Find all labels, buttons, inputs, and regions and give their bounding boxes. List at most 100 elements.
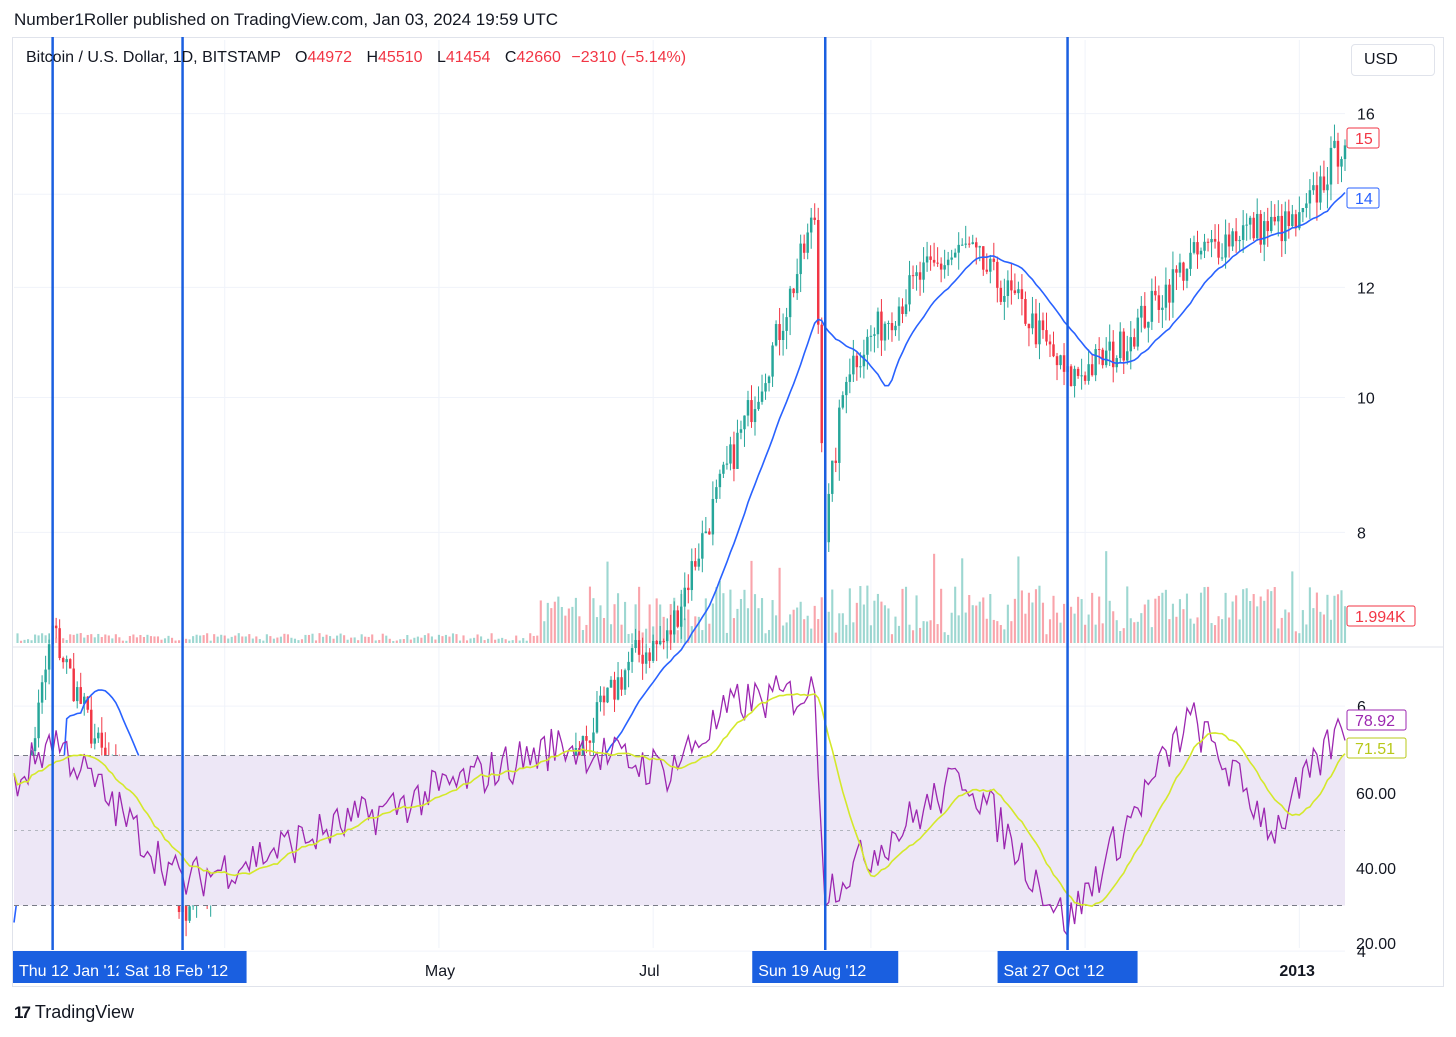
volume-bar [553, 601, 556, 643]
volume-bar [1038, 585, 1041, 643]
time-axis-tick: Jul [639, 963, 659, 980]
tradingview-logo[interactable]: 17 TradingView [14, 1002, 134, 1023]
volume-bar [578, 616, 581, 643]
volume-bar [606, 561, 609, 643]
candle-body [1087, 364, 1090, 381]
volume-bar [1217, 616, 1220, 643]
candle-body [655, 640, 658, 645]
volume-bar [1336, 594, 1340, 643]
volume-bar [469, 638, 472, 643]
candle-body [1157, 295, 1161, 310]
volume-bar [947, 634, 950, 643]
candle-body [184, 892, 188, 921]
tradingview-logo-icon: 17 [14, 1002, 31, 1022]
price-badge-close-box [1346, 127, 1380, 149]
volume-bar [1206, 586, 1210, 643]
volume-bar [83, 637, 86, 643]
volume-bar [44, 635, 47, 643]
volume-bar [1154, 598, 1157, 643]
candle-body [1291, 214, 1294, 227]
volume-bar [1298, 633, 1301, 643]
price-badge-close-text: 15 [1355, 131, 1373, 148]
candle-body [1252, 217, 1255, 239]
candle-body [1203, 241, 1206, 251]
volume-bar [989, 594, 992, 643]
candle-body [708, 531, 711, 535]
candle-body [862, 354, 866, 367]
candle-body [746, 400, 750, 416]
volume-bar [1073, 613, 1076, 643]
volume-bar [423, 635, 426, 643]
volume-bar [992, 619, 995, 643]
volume-bar [883, 605, 886, 643]
candle-body [1298, 212, 1301, 229]
candle-body [1175, 269, 1178, 273]
candle-body [1178, 262, 1182, 273]
volume-bar [652, 626, 655, 643]
volume-bar [722, 593, 725, 643]
volume-bar [624, 601, 627, 643]
candle-body [827, 493, 830, 543]
candle-body [1301, 208, 1305, 213]
volume-bar [1287, 612, 1290, 643]
volume-bar [708, 623, 711, 643]
volume-bar [1178, 599, 1181, 643]
volume-bar [799, 601, 802, 643]
publish-header: Number1Roller published on TradingView.c… [14, 10, 558, 29]
candle-body [648, 652, 651, 661]
volume-bar [897, 625, 901, 643]
volume-bar [855, 602, 858, 643]
volume-bar [149, 636, 153, 643]
rsi-line [13, 675, 1346, 938]
rsi-axis-tick: 20.00 [1356, 936, 1396, 953]
volume-bar [1143, 604, 1146, 643]
volume-badge: 1.994K [1346, 605, 1416, 627]
candle-body [1031, 313, 1034, 329]
volume-bar [490, 633, 493, 643]
candle-body [1220, 257, 1224, 259]
candle-body [1277, 215, 1280, 222]
candle-body [901, 306, 904, 315]
volume-bar [258, 639, 261, 643]
volume-bar [1115, 620, 1118, 643]
candle-body [100, 732, 104, 748]
candle-body [54, 625, 58, 629]
volume-bar [982, 597, 985, 643]
volume-bar [1094, 624, 1097, 643]
candle-body [932, 259, 936, 263]
candle-body [1062, 355, 1066, 372]
currency-button[interactable]: USD [1351, 44, 1435, 76]
volume-bar [293, 638, 297, 643]
volume-bar [1147, 599, 1150, 643]
volume-bar [1185, 593, 1189, 643]
volume-bar [1077, 596, 1080, 643]
rsi-ma-badge-box [1346, 737, 1407, 759]
candle-body [58, 628, 61, 659]
volume-bar [1027, 592, 1030, 643]
volume-bar [1196, 617, 1199, 643]
volume-bar [1284, 609, 1287, 643]
volume-bar [1024, 613, 1027, 643]
candle-body [946, 259, 950, 266]
candle-body [602, 695, 606, 703]
volume-bar [803, 619, 806, 643]
volume-bar [673, 597, 676, 643]
volume-bar [251, 638, 254, 643]
volume-bar [522, 638, 525, 643]
volume-bar [100, 637, 103, 643]
volume-bar [220, 634, 223, 643]
volume-bar [494, 639, 497, 643]
volume-bar [1322, 614, 1325, 643]
candle-body [634, 640, 637, 649]
candle-body [1326, 184, 1329, 191]
volume-bar [732, 618, 735, 643]
volume-bar [262, 640, 265, 643]
volume-bar [961, 558, 964, 643]
volume-bar [504, 639, 507, 643]
volume-bar [1171, 603, 1174, 643]
volume-bar [142, 637, 145, 643]
candle-body [627, 661, 630, 671]
volume-bar [936, 624, 939, 643]
volume-bar [487, 638, 490, 643]
